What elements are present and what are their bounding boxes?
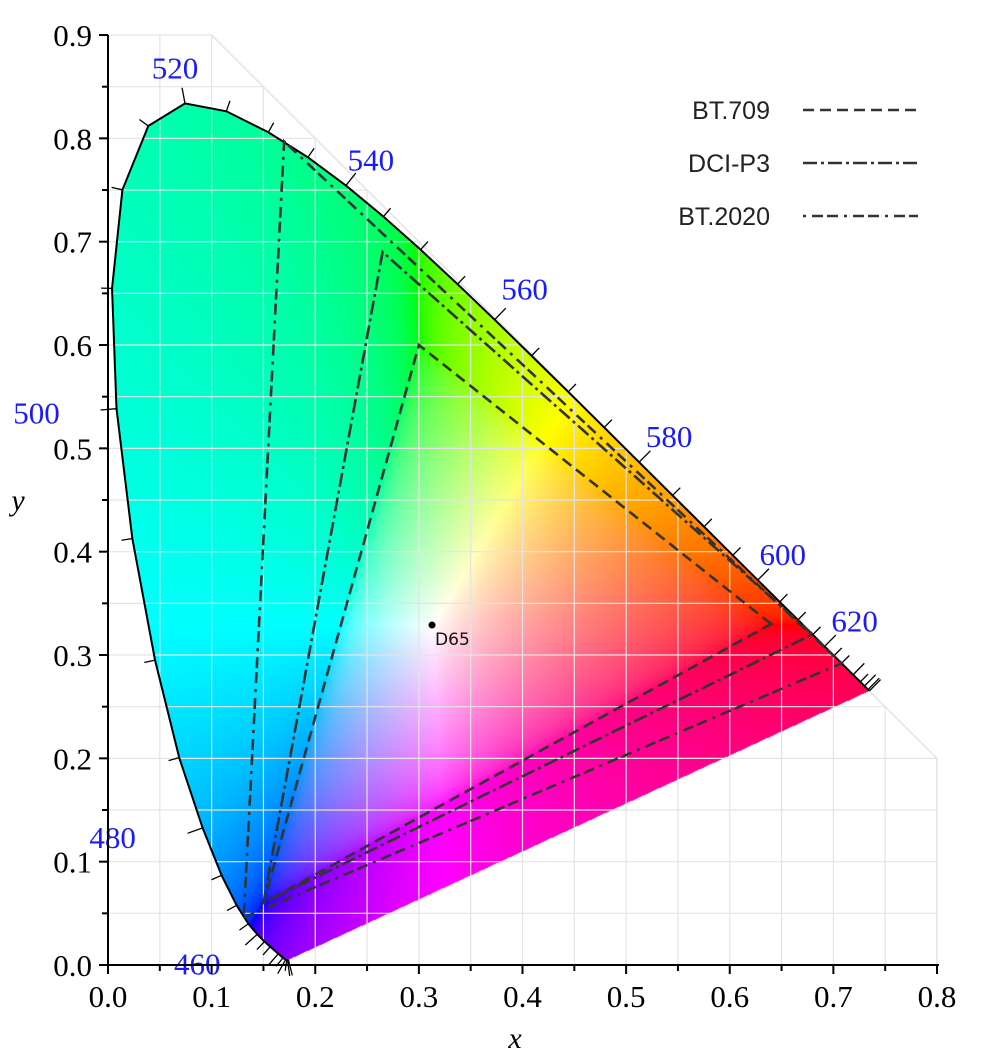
legend-label: BT.709 (692, 97, 770, 125)
wavelength-tick (457, 275, 466, 285)
x-tick-label: 0.0 (89, 979, 128, 1014)
wavelength-tick (494, 307, 507, 321)
x-tick-label: 0.3 (400, 979, 439, 1014)
wavelength-tick (852, 662, 865, 676)
grid-boundary (211, 34, 938, 965)
gamut-triangles (242, 138, 845, 920)
y-tick-label: 0.2 (53, 741, 92, 776)
wavelength-tick (603, 419, 613, 428)
wavelength-tick (244, 933, 258, 946)
y-axis-title: y (8, 484, 25, 517)
wavelength-label-580: 580 (646, 419, 693, 454)
x-tick-label: 0.5 (607, 979, 646, 1014)
spectral-locus-line (111, 102, 871, 962)
wavelength-tick (277, 959, 287, 974)
wavelength-tick (833, 647, 843, 657)
wavelength-tick (287, 959, 293, 976)
wavelength-tick (638, 450, 651, 463)
grid (107, 34, 938, 966)
wavelength-label-600: 600 (759, 537, 806, 572)
y-tick-label: 0.3 (53, 638, 92, 673)
wavelength-tick (181, 87, 186, 104)
wavelength-tick (139, 118, 149, 127)
x-tick-label: 0.2 (296, 979, 335, 1014)
y-tick-label: 0.7 (53, 225, 92, 260)
wavelength-tick (797, 611, 807, 621)
wavelength-tick (859, 673, 869, 683)
wavelength-label-460: 460 (174, 946, 221, 981)
wavelength-tick (672, 487, 681, 496)
y-tick-label: 0.8 (53, 121, 92, 156)
wavelength-tick (256, 941, 265, 950)
wavelength-tick (841, 655, 850, 664)
wavelength-label-520: 520 (152, 50, 199, 85)
wavelength-tick (732, 547, 741, 556)
wavelength-tick (211, 874, 222, 881)
wavelength-tick (187, 827, 203, 834)
wavelength-tick (225, 100, 231, 112)
wavelength-tick (864, 674, 877, 687)
wavelength-tick (121, 537, 133, 541)
white-point: D65 (428, 621, 470, 650)
x-tick-label: 0.1 (192, 979, 231, 1014)
wavelength-label-620: 620 (831, 603, 878, 638)
axes: 0.0 0.1 0.2 0.3 0.4 0.5 0.6 0.7 0.8 0.0 0.1 0.2 0.3 0… (53, 18, 956, 1014)
wavelength-label-540: 540 (348, 143, 395, 178)
wavelength-tick (144, 659, 156, 664)
x-tick-label: 0.8 (918, 979, 957, 1014)
legend-label: BT.2020 (678, 203, 770, 231)
wavelength-tick (757, 568, 770, 581)
white-point-marker (428, 621, 436, 629)
wavelength-tick (286, 959, 291, 976)
wavelength-tick (226, 904, 237, 912)
wavelength-tick (307, 147, 315, 158)
legend-label: DCI-P3 (688, 150, 770, 178)
x-tick-label: 0.4 (503, 979, 542, 1014)
x-tick-label: 0.7 (814, 979, 853, 1014)
wavelength-tick (867, 677, 880, 690)
wavelength-tick (239, 923, 249, 931)
gamut-bt2020 (242, 138, 845, 920)
wavelength-tick (531, 347, 540, 357)
wavelength-tick (168, 756, 180, 762)
wavelength-tick (868, 679, 882, 692)
wavelength-tick (262, 946, 271, 956)
wavelength-tick (267, 122, 275, 133)
wavelength-tick (812, 626, 821, 636)
wavelength-tick (420, 241, 429, 251)
gamut-dci-p3 (261, 249, 815, 906)
white-point-label: D65 (435, 630, 470, 650)
wavelength-tick (779, 593, 788, 603)
legend: BT.709 DCI-P3 BT.2020 (678, 97, 918, 231)
spectral-locus: 460 480 500 520 540 560 580 600 620 (13, 50, 882, 981)
y-tick-label: 0.4 (53, 535, 92, 570)
y-tick-label: 0.9 (53, 18, 92, 53)
gamut-bt709 (261, 342, 774, 906)
y-tick-label: 0.1 (53, 845, 92, 880)
y-tick-label: 0.5 (53, 431, 92, 466)
wavelength-tick (111, 186, 123, 191)
wavelength-tick (567, 383, 577, 393)
wavelength-label-480: 480 (89, 820, 136, 855)
wavelength-tick (345, 172, 357, 186)
y-tick-label: 0.6 (53, 328, 92, 363)
y-tick-label: 0.0 (53, 948, 92, 983)
wavelength-tick (267, 953, 279, 967)
x-axis-title: x (507, 1022, 522, 1055)
wavelength-tick (703, 518, 713, 528)
wavelength-tick (382, 207, 392, 218)
wavelength-label-500: 500 (13, 396, 60, 431)
x-tick-label: 0.6 (710, 979, 749, 1014)
wavelength-label-560: 560 (501, 272, 548, 307)
wavelength-tick (824, 634, 837, 647)
